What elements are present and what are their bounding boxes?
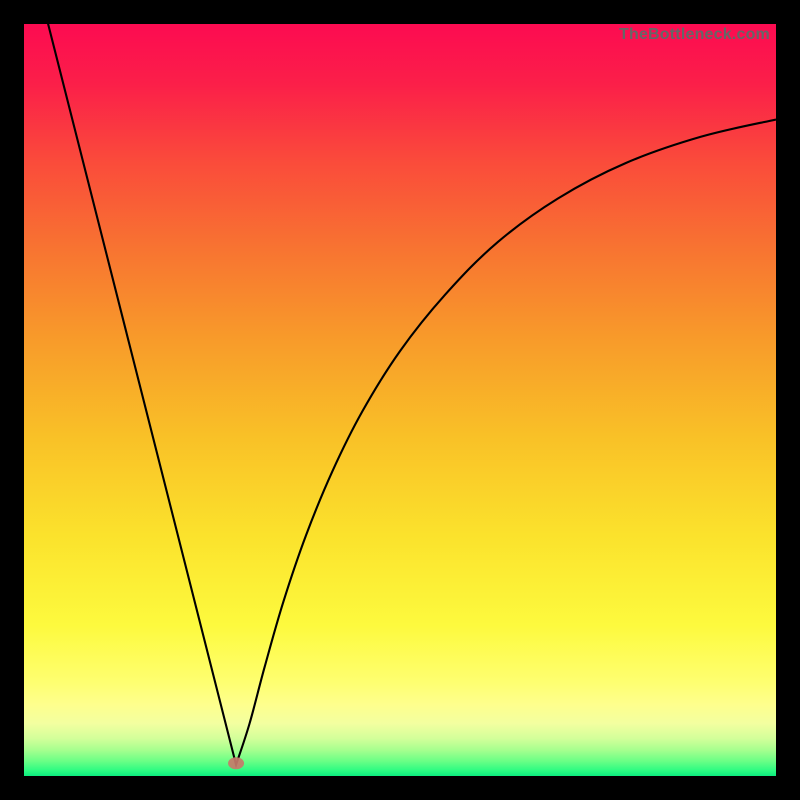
bottleneck-curve	[44, 24, 776, 765]
plot-area: TheBottleneck.com	[24, 24, 776, 776]
minimum-marker	[228, 757, 244, 769]
curve-layer	[24, 24, 776, 776]
watermark-text: TheBottleneck.com	[619, 26, 770, 44]
chart-frame: TheBottleneck.com	[0, 0, 800, 800]
